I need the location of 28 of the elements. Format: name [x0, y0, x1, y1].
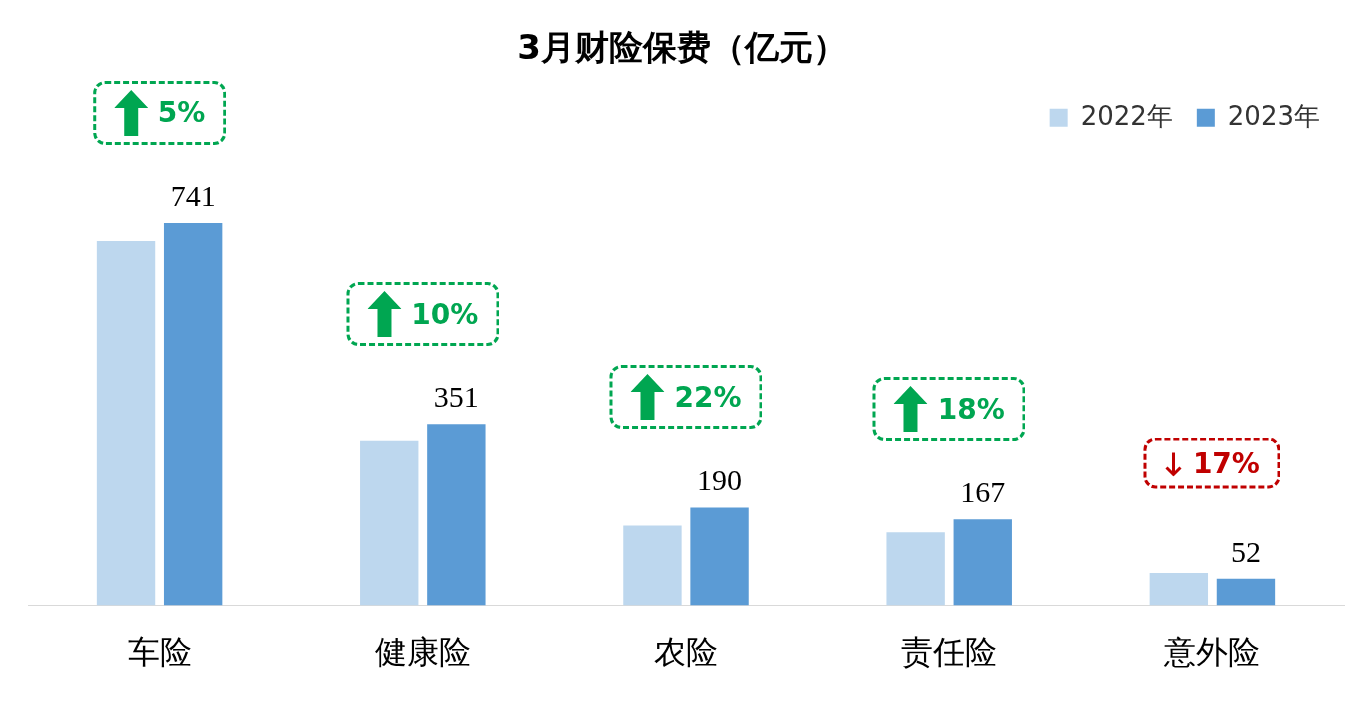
- x-tick-label: 农险: [654, 633, 718, 672]
- bar: [1216, 578, 1276, 606]
- annotation: 22%: [674, 380, 742, 414]
- bar: [953, 519, 1012, 606]
- bar: [163, 222, 223, 606]
- x-tick-label: 车险: [127, 633, 192, 672]
- annotation: 17%: [1192, 446, 1260, 480]
- bar: [1149, 573, 1209, 606]
- data-label: 741: [170, 178, 216, 212]
- x-tick-label: 责任险: [901, 633, 998, 672]
- annotation: 18%: [937, 392, 1005, 426]
- bar: [427, 424, 486, 606]
- chart-title: 3月财险保费（亿元）: [517, 27, 847, 68]
- data-label: 167: [960, 475, 1006, 509]
- annotation: 10%: [411, 297, 479, 331]
- bar: [623, 525, 682, 606]
- text: 5%: [157, 96, 206, 130]
- bar: [886, 532, 945, 606]
- bar: [690, 507, 749, 606]
- x-tick-label: 健康险: [374, 633, 471, 672]
- bar: [360, 440, 419, 606]
- data-label: 190: [697, 463, 743, 497]
- bar: [96, 240, 156, 606]
- legend-label: 2023年: [1227, 100, 1320, 131]
- data-label: 52: [1230, 534, 1261, 568]
- x-tick-label: 意外险: [1163, 633, 1261, 672]
- legend-label: 2022年: [1080, 100, 1173, 131]
- data-label: 351: [433, 380, 479, 414]
